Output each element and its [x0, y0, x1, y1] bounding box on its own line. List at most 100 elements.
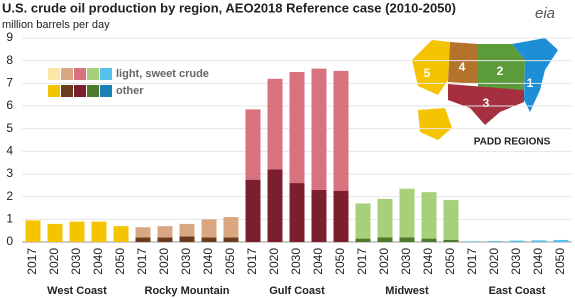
- x-tick-label: 2017: [465, 248, 479, 275]
- group-label: Midwest: [385, 285, 429, 297]
- bar-segment: [487, 241, 503, 242]
- x-tick-label: 2040: [421, 248, 435, 275]
- legend-swatch: [100, 85, 112, 97]
- bar-segment: [443, 200, 459, 240]
- x-tick-label: 2040: [531, 248, 545, 275]
- x-tick-label: 2020: [487, 248, 501, 275]
- legend-label: other: [116, 85, 144, 97]
- padd-1: [512, 38, 558, 112]
- x-tick-label: 2017: [25, 248, 39, 275]
- padd-label: 2: [497, 64, 504, 78]
- x-tick-label: 2040: [311, 248, 325, 275]
- legend-label: light, sweet crude: [116, 68, 209, 80]
- bar-segment: [289, 183, 305, 242]
- bar-segment: [553, 239, 569, 242]
- padd-2: [478, 44, 525, 90]
- padd-label: 4: [459, 60, 466, 74]
- bar-segment: [399, 188, 415, 238]
- group-label: East Coast: [489, 285, 546, 297]
- bar-segment: [157, 226, 173, 238]
- y-tick-label: 3: [6, 166, 13, 180]
- x-tick-label: 2050: [113, 248, 127, 275]
- legend-swatch: [100, 68, 112, 80]
- y-tick-label: 1: [6, 212, 13, 226]
- bar-segment: [377, 198, 393, 238]
- x-tick-label: 2040: [201, 248, 215, 275]
- legend-swatch: [48, 85, 60, 97]
- group-label: West Coast: [47, 285, 107, 297]
- bar-segment: [157, 237, 173, 242]
- x-tick-label: 2030: [509, 248, 523, 275]
- bar-segment: [135, 227, 151, 238]
- x-tick-label: 2040: [91, 248, 105, 275]
- bar-segment: [421, 238, 437, 242]
- bar-segment: [201, 237, 217, 242]
- chart-title: U.S. crude oil production by region, AEO…: [2, 0, 456, 15]
- x-tick-label: 2017: [355, 248, 369, 275]
- group-label: Rocky Mountain: [145, 285, 230, 297]
- bar-segment: [223, 217, 239, 238]
- legend-swatch: [61, 85, 73, 97]
- x-tick-label: 2020: [47, 248, 61, 275]
- bar-segment: [399, 237, 415, 242]
- bar-segment: [355, 203, 371, 239]
- legend-swatch: [87, 68, 99, 80]
- group-label: Gulf Coast: [269, 285, 325, 297]
- legend-swatch: [74, 68, 86, 80]
- y-tick-label: 0: [6, 234, 13, 248]
- x-tick-label: 2017: [135, 248, 149, 275]
- x-tick-label: 2050: [553, 248, 567, 275]
- x-tick-label: 2020: [377, 248, 391, 275]
- bar-segment: [267, 169, 283, 242]
- y-tick-label: 9: [6, 30, 13, 44]
- bar-segment: [333, 70, 349, 191]
- y-tick-label: 6: [6, 98, 13, 112]
- bar-segment: [245, 109, 261, 180]
- bar-segment: [531, 240, 547, 242]
- map-label: PADD REGIONS: [474, 137, 551, 148]
- bar-segment: [509, 240, 525, 242]
- padd-label: 5: [424, 66, 431, 80]
- x-tick-label: 2020: [267, 248, 281, 275]
- logo: eia: [535, 5, 555, 22]
- bar-segment: [311, 68, 327, 190]
- bar-segment: [69, 221, 85, 242]
- bar-segment: [245, 179, 261, 242]
- bar-segment: [289, 72, 305, 184]
- x-tick-label: 2030: [289, 248, 303, 275]
- bar-segment: [311, 189, 327, 242]
- padd-3: [448, 84, 524, 125]
- bar-segment: [333, 191, 349, 242]
- bar-segment: [179, 236, 195, 242]
- bar-segment: [179, 223, 195, 237]
- bar-segment: [421, 192, 437, 239]
- bar-segment: [91, 221, 107, 242]
- bar-segment: [25, 220, 41, 242]
- padd-4: [448, 42, 478, 84]
- bar-segment: [47, 223, 63, 242]
- x-tick-label: 2020: [157, 248, 171, 275]
- y-tick-label: 7: [6, 76, 13, 90]
- x-tick-label: 2050: [333, 248, 347, 275]
- legend-swatch: [74, 85, 86, 97]
- bar-segment: [443, 239, 459, 242]
- legend-swatch: [87, 85, 99, 97]
- bar-segment: [201, 219, 217, 238]
- y-tick-label: 4: [6, 144, 13, 158]
- x-tick-label: 2017: [245, 248, 259, 275]
- padd-map: 5 4 2 3 1 PADD REGIONS: [412, 38, 558, 148]
- bar-segment: [223, 237, 239, 242]
- bar-segment: [267, 78, 283, 170]
- x-tick-label: 2050: [223, 248, 237, 275]
- x-tick-label: 2030: [179, 248, 193, 275]
- bar-segment: [113, 226, 129, 242]
- legend-swatch: [48, 68, 60, 80]
- chart-subtitle: million barrels per day: [2, 19, 110, 31]
- x-tick-label: 2030: [69, 248, 83, 275]
- y-tick-label: 5: [6, 121, 13, 135]
- y-tick-label: 2: [6, 189, 13, 203]
- x-tick-label: 2050: [443, 248, 457, 275]
- x-tick-label: 2030: [399, 248, 413, 275]
- padd-5-alaska: [418, 108, 452, 140]
